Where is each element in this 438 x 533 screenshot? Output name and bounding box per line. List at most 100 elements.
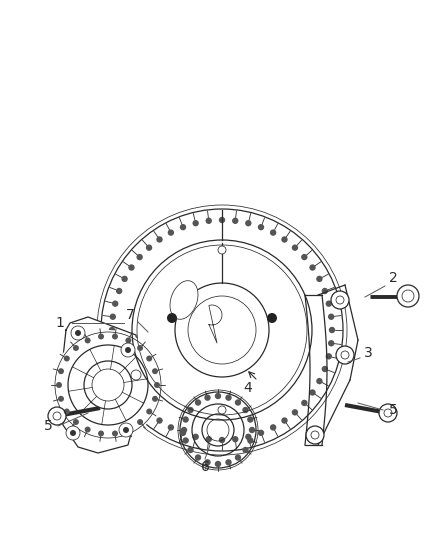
Circle shape xyxy=(242,407,249,413)
Circle shape xyxy=(316,276,323,282)
Circle shape xyxy=(192,434,199,440)
Circle shape xyxy=(85,426,91,433)
Circle shape xyxy=(235,454,241,461)
Circle shape xyxy=(225,459,232,465)
Circle shape xyxy=(218,406,226,414)
Circle shape xyxy=(300,402,307,409)
Circle shape xyxy=(126,415,133,421)
Circle shape xyxy=(267,313,277,323)
Circle shape xyxy=(152,368,158,374)
Circle shape xyxy=(64,408,70,415)
Circle shape xyxy=(146,245,152,251)
Circle shape xyxy=(258,224,264,230)
Circle shape xyxy=(397,285,419,307)
Circle shape xyxy=(84,361,132,409)
Circle shape xyxy=(258,417,265,424)
Circle shape xyxy=(308,400,314,406)
Circle shape xyxy=(247,437,254,443)
Circle shape xyxy=(154,382,160,388)
Circle shape xyxy=(156,236,162,243)
Circle shape xyxy=(215,393,221,399)
Circle shape xyxy=(158,414,164,420)
Circle shape xyxy=(131,415,138,421)
Circle shape xyxy=(146,409,152,416)
Circle shape xyxy=(245,220,251,227)
Circle shape xyxy=(48,407,66,425)
Text: 4: 4 xyxy=(244,381,252,395)
Circle shape xyxy=(329,327,335,333)
Text: 1: 1 xyxy=(56,316,64,330)
Circle shape xyxy=(124,415,130,421)
Circle shape xyxy=(119,423,133,437)
Circle shape xyxy=(152,396,158,402)
Circle shape xyxy=(110,340,116,346)
Circle shape xyxy=(181,427,187,433)
Circle shape xyxy=(125,426,131,433)
Circle shape xyxy=(146,408,152,415)
Circle shape xyxy=(241,424,247,430)
Circle shape xyxy=(331,291,349,309)
Circle shape xyxy=(205,436,212,442)
Ellipse shape xyxy=(170,281,198,319)
Circle shape xyxy=(256,418,262,425)
Circle shape xyxy=(195,454,201,461)
Circle shape xyxy=(66,426,80,440)
Circle shape xyxy=(56,382,62,388)
Circle shape xyxy=(112,334,118,340)
Circle shape xyxy=(58,396,64,402)
Circle shape xyxy=(131,370,141,380)
Circle shape xyxy=(183,416,189,423)
Circle shape xyxy=(232,436,238,442)
Circle shape xyxy=(245,434,251,440)
Circle shape xyxy=(271,413,277,419)
Circle shape xyxy=(325,301,332,307)
Polygon shape xyxy=(209,305,222,343)
Circle shape xyxy=(112,431,118,437)
Circle shape xyxy=(112,353,118,360)
Circle shape xyxy=(137,419,143,425)
Circle shape xyxy=(325,353,332,360)
Circle shape xyxy=(70,430,76,436)
Circle shape xyxy=(168,424,174,431)
Circle shape xyxy=(98,431,104,437)
Circle shape xyxy=(301,400,307,406)
Circle shape xyxy=(263,416,269,422)
Circle shape xyxy=(306,426,324,444)
Circle shape xyxy=(141,414,147,421)
Circle shape xyxy=(109,327,115,333)
Circle shape xyxy=(246,422,252,429)
Circle shape xyxy=(166,414,172,420)
Circle shape xyxy=(53,330,163,440)
Circle shape xyxy=(328,313,334,320)
Circle shape xyxy=(121,276,128,282)
Circle shape xyxy=(85,337,91,343)
Circle shape xyxy=(177,413,184,419)
Circle shape xyxy=(187,407,194,413)
Circle shape xyxy=(321,288,328,294)
Circle shape xyxy=(155,414,162,420)
Circle shape xyxy=(215,461,221,467)
Circle shape xyxy=(311,431,319,439)
Text: 7: 7 xyxy=(126,308,134,322)
Circle shape xyxy=(125,347,131,353)
Circle shape xyxy=(137,345,143,351)
Circle shape xyxy=(232,217,238,224)
Circle shape xyxy=(189,297,255,363)
Circle shape xyxy=(146,414,152,421)
Circle shape xyxy=(328,340,334,346)
Circle shape xyxy=(160,414,167,420)
Circle shape xyxy=(305,401,312,407)
Circle shape xyxy=(143,414,150,421)
Circle shape xyxy=(163,414,170,420)
Circle shape xyxy=(276,411,282,418)
Circle shape xyxy=(192,220,199,227)
Circle shape xyxy=(303,401,309,408)
Text: 2: 2 xyxy=(389,271,397,285)
Circle shape xyxy=(235,399,241,406)
Circle shape xyxy=(225,394,232,401)
Circle shape xyxy=(301,254,307,260)
Circle shape xyxy=(190,413,196,419)
Circle shape xyxy=(116,366,122,372)
Circle shape xyxy=(336,296,344,304)
Circle shape xyxy=(248,421,254,427)
